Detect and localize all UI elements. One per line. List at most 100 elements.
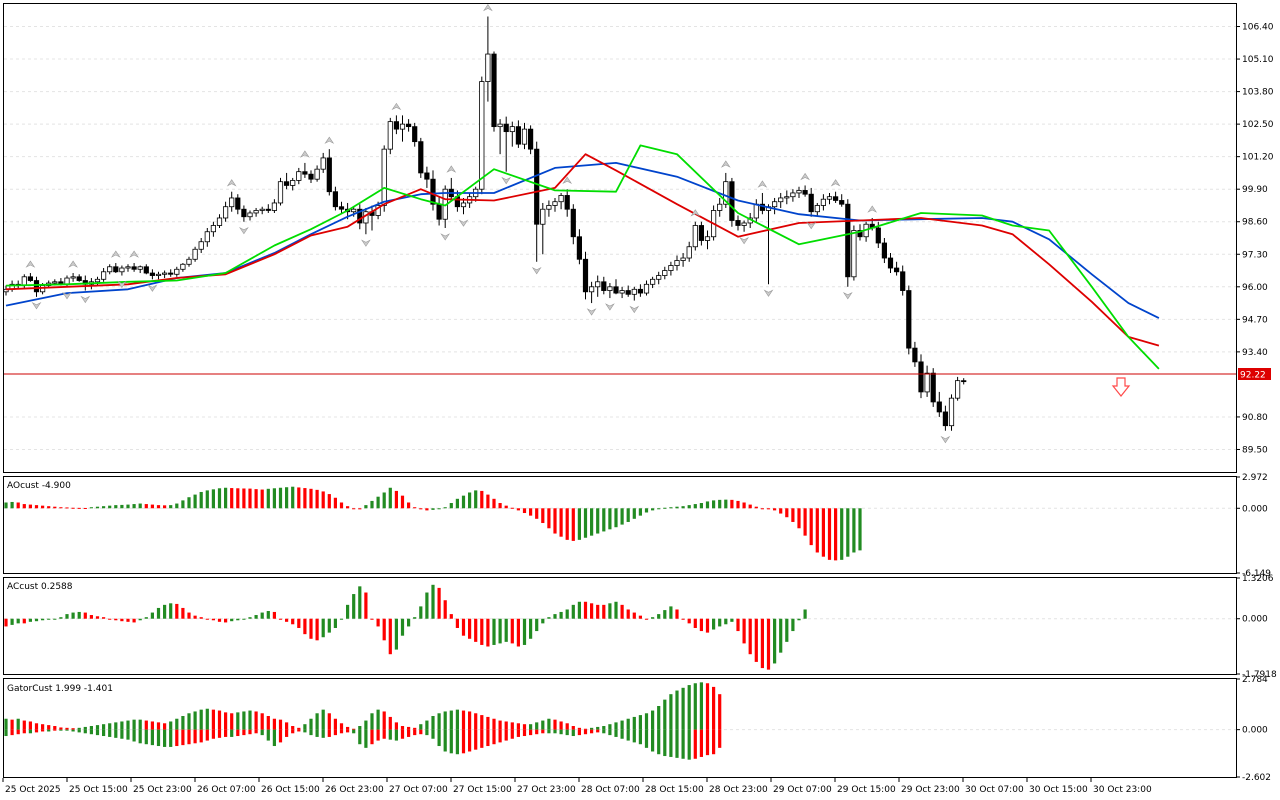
ac-bar (254, 615, 258, 619)
ao-bar (199, 491, 203, 509)
candle-bear (570, 208, 576, 238)
candle-bear (143, 266, 149, 274)
ac-bar (693, 618, 697, 628)
gator-upper-bar (516, 723, 520, 730)
gator-upper-bar (339, 723, 344, 730)
candle-bull (668, 265, 674, 271)
ac-bar (602, 604, 606, 619)
candle-bull (796, 190, 802, 194)
ac-bar (474, 618, 478, 642)
ao-bar (382, 492, 386, 509)
fractal-up-icon (300, 150, 310, 158)
candle-bull (107, 266, 113, 273)
time-axis-label: 25 Oct 15:00 (69, 785, 128, 795)
price-axis-label: 102.50 (1242, 120, 1274, 130)
gator-lower-bar (596, 729, 600, 733)
ao-bar (455, 498, 459, 509)
gator-upper-bar (242, 711, 246, 730)
gator-lower-bar (663, 729, 667, 757)
gator-lower-bar (620, 729, 624, 739)
price-pane[interactable]: 106.40 105.10 103.80 102.50 101.20 99.90 98.60… (3, 3, 1274, 473)
gator-upper-bar (651, 710, 655, 730)
candle-bull (643, 283, 650, 294)
ac-bar (492, 618, 496, 645)
ao-bar (333, 497, 337, 509)
fractal-up-icon (757, 180, 768, 188)
ac-bar (126, 618, 130, 622)
ac-bar (699, 618, 703, 632)
ac-bar (437, 587, 441, 619)
ac-bar (626, 609, 630, 619)
fractal-up-icon (446, 165, 457, 173)
ao-bar (71, 507, 75, 509)
candle-bull (778, 197, 784, 203)
price-axis-label: 97.30 (1242, 250, 1268, 260)
ao-bar (47, 506, 51, 509)
gator-lower-bar (138, 729, 142, 744)
current-price-tag (1238, 368, 1271, 380)
ao-bar (840, 508, 844, 560)
ao-bar (22, 504, 26, 509)
gator-upper-bar (83, 726, 87, 730)
gator-lower-bar (114, 729, 118, 738)
gator-upper-bar (468, 711, 472, 730)
gator-upper-bar (41, 724, 45, 730)
ao-bar (516, 508, 520, 511)
gator-histogram (4, 682, 722, 760)
candle-bull (784, 196, 790, 199)
ac-bar (346, 604, 350, 619)
ao-pane[interactable]: AOcust -4.900 2.972 0.000 -6.149 (3, 473, 1272, 579)
ac-bar (77, 611, 81, 619)
ao-bar (376, 496, 380, 509)
gator-lower-bar (89, 729, 93, 735)
ac-bar (65, 614, 69, 619)
ao-bar (95, 506, 100, 509)
ao-pane-frame (3, 476, 1237, 574)
gator-lower-bar (321, 729, 325, 738)
ao-bar (193, 494, 197, 509)
gator-upper-bar (602, 726, 606, 730)
ac-bar (370, 618, 374, 620)
candle-bull (595, 281, 601, 288)
candle-bull (741, 222, 747, 226)
ac-bar (382, 618, 386, 641)
ac-bar (291, 618, 295, 625)
price-axis-label: 90.80 (1242, 413, 1268, 423)
gator-upper-bar (297, 727, 301, 730)
ao-bar (858, 508, 862, 551)
ac-bar (53, 618, 57, 620)
gator-pane[interactable]: GatorCust 1.999 -1.401 2.784 0.000 -2.602 (3, 675, 1272, 783)
ac-pane[interactable]: ACcust 0.2588 1.3206 0.000 -1.7918 (3, 574, 1278, 680)
gator-upper-bar (620, 720, 624, 730)
candle-bull (271, 202, 278, 211)
gator-upper-bar (626, 718, 630, 730)
gator-lower-bar (230, 729, 234, 737)
time-axis-label: 29 Oct 23:00 (901, 785, 960, 795)
price-axis-label: 96.00 (1242, 283, 1268, 293)
ao-bar (480, 490, 484, 509)
ao-bar (205, 490, 209, 509)
candle-bull (521, 128, 528, 145)
ac-bar (333, 618, 337, 628)
ac-bar (705, 618, 710, 633)
ao-bar (498, 503, 502, 509)
gator-upper-bar (150, 721, 154, 730)
gator-upper-bar (657, 706, 661, 730)
candle-bear (582, 258, 589, 293)
ac-bar (138, 618, 142, 621)
time-axis-label: 29 Oct 07:00 (773, 785, 832, 795)
ac-bar (22, 618, 26, 624)
gator-upper-bar (315, 713, 319, 730)
candle-bear (76, 276, 82, 281)
ao-bar (34, 505, 39, 509)
gator-upper-bar (492, 718, 496, 730)
ac-bar (620, 604, 624, 619)
gator-upper-bar (34, 723, 39, 730)
gator-axis-label: 2.784 (1242, 675, 1268, 685)
gator-upper-bar (16, 718, 20, 730)
ao-bar (596, 508, 600, 534)
candle-bull (229, 197, 235, 208)
candle-bear (515, 126, 522, 145)
ac-bar (358, 586, 362, 619)
